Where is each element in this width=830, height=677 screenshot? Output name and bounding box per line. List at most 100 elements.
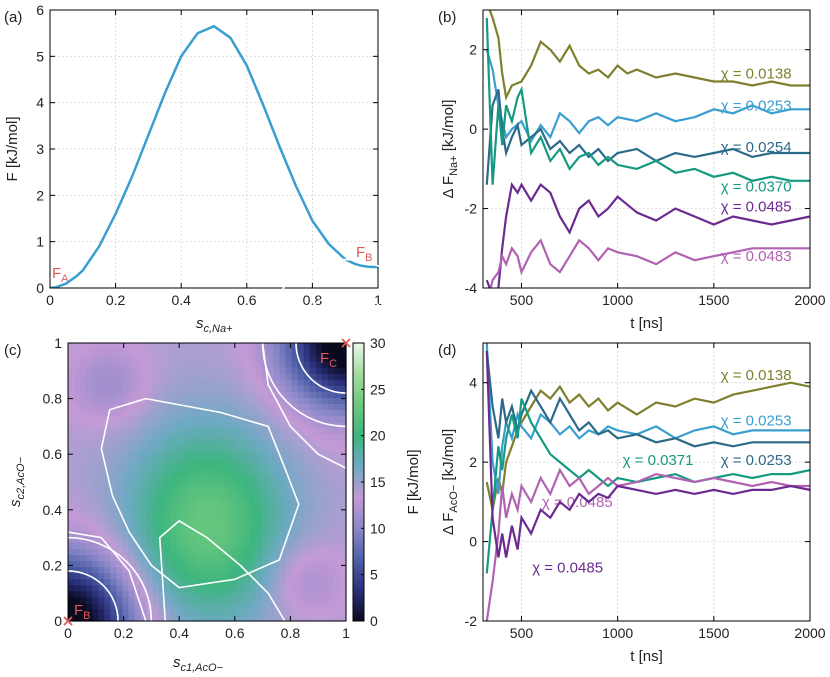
heatmap-cell bbox=[140, 445, 148, 453]
heatmap-cell bbox=[122, 566, 130, 574]
heatmap-cell bbox=[333, 379, 341, 386]
heatmap-cell bbox=[321, 361, 329, 368]
heatmap-cell bbox=[92, 433, 99, 441]
well-marker bbox=[63, 616, 73, 626]
heatmap-cell bbox=[92, 457, 99, 465]
heatmap-cell bbox=[80, 542, 87, 550]
heatmap-cell bbox=[140, 349, 148, 356]
heatmap-cell bbox=[231, 536, 238, 544]
heatmap-cell bbox=[285, 385, 293, 392]
heatmap-cell bbox=[267, 451, 275, 459]
heatmap-cell bbox=[170, 397, 178, 405]
heatmap-cell bbox=[243, 403, 250, 411]
heatmap-cell bbox=[243, 439, 250, 447]
heatmap-cell bbox=[249, 500, 256, 507]
heatmap-cell bbox=[225, 349, 232, 356]
heatmap-cell bbox=[279, 578, 287, 586]
heatmap-cell bbox=[152, 524, 160, 531]
heatmap-cell bbox=[116, 379, 123, 386]
heatmap-cell bbox=[140, 614, 148, 622]
heatmap-cell bbox=[128, 608, 136, 616]
heatmap-cell bbox=[273, 391, 281, 398]
heatmap-cell bbox=[261, 548, 269, 556]
heatmap-cell bbox=[182, 445, 190, 453]
heatmap-cell bbox=[249, 614, 256, 622]
heatmap-cell bbox=[200, 602, 208, 610]
heatmap-cell bbox=[219, 614, 226, 622]
heatmap-cell bbox=[249, 463, 256, 471]
heatmap-cell bbox=[158, 355, 166, 362]
heatmap-cell bbox=[297, 512, 305, 519]
colorbar-label: F [kJ/mol] bbox=[405, 449, 422, 514]
heatmap-cell bbox=[285, 373, 293, 380]
heatmap-cell bbox=[321, 433, 329, 441]
heatmap-cell bbox=[207, 524, 214, 531]
heatmap-cell bbox=[279, 439, 287, 447]
heatmap-cell bbox=[128, 427, 136, 435]
heatmap-cell bbox=[140, 560, 148, 568]
heatmap-cell bbox=[92, 343, 99, 350]
heatmap-cell bbox=[303, 488, 311, 495]
heatmap-cell bbox=[219, 397, 226, 405]
heatmap-cell bbox=[122, 421, 130, 429]
heatmap-cell bbox=[243, 542, 250, 550]
heatmap-cell bbox=[146, 427, 154, 435]
heatmap-cell bbox=[188, 512, 196, 519]
heatmap-cell bbox=[255, 572, 262, 580]
heatmap-cell bbox=[194, 373, 202, 380]
heatmap-cell bbox=[140, 469, 148, 477]
heatmap-cell bbox=[207, 518, 214, 525]
heatmap-cell bbox=[164, 602, 172, 610]
heatmap-cell bbox=[225, 566, 232, 574]
heatmap-cell bbox=[194, 548, 202, 556]
heatmap-cell bbox=[285, 608, 293, 616]
heatmap-cell bbox=[140, 355, 148, 362]
heatmap-cell bbox=[339, 421, 347, 429]
heatmap-cell bbox=[231, 367, 238, 374]
heatmap-cell bbox=[110, 566, 117, 574]
heatmap-cell bbox=[291, 572, 299, 580]
heatmap-cell bbox=[249, 488, 256, 495]
heatmap-cell bbox=[182, 554, 190, 562]
heatmap-cell bbox=[285, 482, 293, 489]
heatmap-cell bbox=[327, 403, 335, 411]
heatmap-cell bbox=[219, 469, 226, 477]
heatmap-cell bbox=[261, 614, 269, 622]
heatmap-cell bbox=[170, 391, 178, 398]
x-axis-label-a: sc,Na+ bbox=[196, 315, 233, 335]
heatmap-cell bbox=[170, 355, 178, 362]
heatmap-cell bbox=[237, 596, 244, 604]
heatmap-cell bbox=[243, 475, 250, 483]
heatmap-cell bbox=[188, 475, 196, 483]
x-tick-label: 0.2 bbox=[106, 292, 126, 308]
heatmap-cell bbox=[92, 403, 99, 411]
heatmap-cell bbox=[164, 427, 172, 435]
heatmap-cell bbox=[279, 518, 287, 525]
heatmap-cell bbox=[104, 560, 111, 568]
heatmap-cell bbox=[200, 361, 208, 368]
heatmap-cell bbox=[315, 554, 323, 562]
heatmap-cell bbox=[176, 445, 184, 453]
heatmap-cell bbox=[243, 602, 250, 610]
heatmap-cell bbox=[194, 463, 202, 471]
heatmap-cell bbox=[182, 590, 190, 598]
heatmap-cell bbox=[315, 608, 323, 616]
heatmap-cell bbox=[80, 578, 87, 586]
heatmap-cell bbox=[225, 439, 232, 447]
series-label: χ = 0.0253 bbox=[721, 452, 792, 469]
heatmap-cell bbox=[267, 590, 275, 598]
heatmap-cell bbox=[213, 457, 220, 465]
heatmap-cell bbox=[207, 542, 214, 550]
heatmap-cell bbox=[200, 349, 208, 356]
heatmap-cell bbox=[279, 367, 287, 374]
heatmap-cell bbox=[291, 439, 299, 447]
heatmap-cell bbox=[134, 500, 142, 507]
heatmap-cell bbox=[188, 578, 196, 586]
heatmap-cell bbox=[297, 379, 305, 386]
heatmap-cell bbox=[213, 596, 220, 604]
heatmap-cell bbox=[243, 548, 250, 556]
heatmap-cell bbox=[200, 560, 208, 568]
heatmap-cell bbox=[122, 361, 130, 368]
heatmap-cell bbox=[231, 421, 238, 429]
heatmap-cell bbox=[86, 475, 93, 483]
